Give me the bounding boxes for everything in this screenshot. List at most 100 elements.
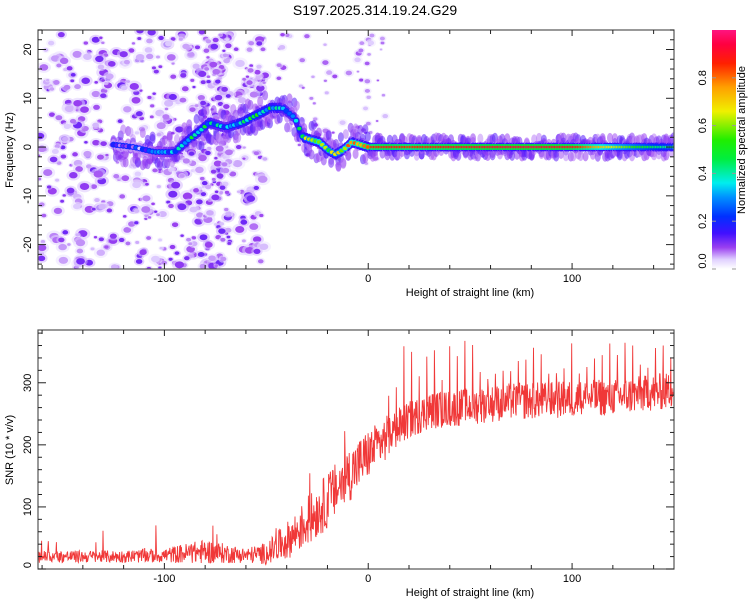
noise-blob [98, 237, 104, 242]
noise-blob [75, 239, 86, 247]
ridge-halo [149, 133, 156, 144]
noise-blob [242, 146, 246, 149]
ridge-halo [164, 156, 171, 167]
noise-blob [171, 62, 175, 65]
noise-blob [62, 136, 69, 142]
ridge-halo [558, 149, 565, 160]
noise-blob [166, 54, 176, 61]
noise-blob [70, 79, 75, 83]
noise-blob [225, 211, 232, 216]
noise-blob [109, 233, 117, 239]
x-tick-label: -100 [153, 573, 175, 585]
noise-blob [354, 57, 361, 63]
noise-blob [358, 48, 364, 53]
noise-blob [38, 177, 42, 181]
ridge-point [365, 145, 371, 149]
noise-blob [214, 156, 218, 160]
noise-blob [122, 214, 127, 218]
noise-blob [241, 239, 246, 243]
ridge-halo [139, 128, 146, 139]
noise-blob [38, 255, 46, 262]
noise-blob [83, 41, 89, 45]
noise-blob [156, 132, 162, 137]
noise-blob [80, 106, 89, 113]
noise-blob [168, 257, 173, 261]
ridge-halo [122, 157, 129, 168]
noise-blob [199, 263, 207, 269]
noise-blob [204, 241, 213, 248]
noise-blob [39, 64, 49, 71]
noise-blob [189, 107, 196, 112]
ridge-halo [333, 138, 340, 149]
noise-blob [95, 55, 104, 63]
noise-blob [158, 238, 163, 242]
noise-blob [253, 185, 260, 190]
noise-blob [225, 149, 233, 156]
noise-blob [200, 192, 207, 197]
noise-blob [93, 104, 100, 110]
noise-blob [195, 166, 204, 174]
noise-blob [62, 230, 69, 235]
noise-blob [105, 153, 109, 157]
noise-blob [121, 175, 130, 182]
noise-blob [221, 162, 228, 167]
noise-blob [55, 115, 63, 121]
noise-blob [196, 199, 203, 205]
noise-blob [200, 100, 207, 106]
noise-blob [359, 78, 364, 82]
noise-blob [216, 173, 224, 179]
noise-blob [220, 256, 227, 262]
spectrogram-x-label: Height of straight line (km) [406, 287, 534, 299]
noise-blob [156, 122, 166, 130]
ridge-halo [293, 100, 300, 111]
noise-blob [155, 55, 160, 59]
noise-blob [276, 63, 282, 68]
noise-blob [145, 182, 149, 186]
noise-blob [222, 49, 226, 53]
noise-blob [128, 48, 135, 53]
colorbar-tick-label: 0.4 [697, 166, 709, 181]
noise-blob [98, 203, 106, 210]
noise-blob [323, 43, 327, 46]
ridge-halo [352, 148, 359, 159]
noise-blob [254, 69, 261, 75]
noise-blob [101, 41, 105, 45]
noise-blob [91, 90, 101, 98]
noise-blob [60, 154, 67, 159]
ridge-halo [589, 149, 596, 160]
noise-blob [169, 244, 176, 250]
noise-blob [162, 114, 170, 120]
noise-blob [83, 150, 92, 157]
ridge-halo [342, 129, 349, 140]
ridge-halo [325, 130, 332, 141]
noise-blob [161, 260, 167, 265]
noise-blob [57, 31, 65, 38]
noise-blob [38, 145, 47, 153]
noise-blob [164, 40, 173, 47]
noise-blob [187, 51, 195, 57]
noise-blob [66, 187, 75, 194]
noise-blob [73, 203, 81, 210]
ridge-halo [570, 151, 577, 162]
ridge-halo [247, 99, 254, 110]
noise-blob [177, 203, 187, 211]
noise-blob [211, 194, 220, 201]
noise-blob [215, 145, 224, 152]
noise-blob [58, 237, 65, 243]
noise-blob [146, 236, 152, 240]
noise-blob [225, 94, 231, 98]
noise-blob [51, 148, 59, 155]
noise-blob [97, 154, 104, 160]
noise-blob [311, 75, 315, 79]
noise-blob [182, 158, 190, 164]
noise-blob [215, 79, 221, 84]
ridge-halo [166, 132, 173, 143]
noise-blob [211, 177, 216, 181]
colorbar-tick-label: 0.6 [697, 118, 709, 133]
ridge-halo [477, 133, 484, 144]
noise-blob [226, 235, 231, 239]
noise-blob [100, 141, 107, 147]
y-tick-label: -20 [22, 237, 34, 253]
noise-blob [92, 139, 100, 146]
